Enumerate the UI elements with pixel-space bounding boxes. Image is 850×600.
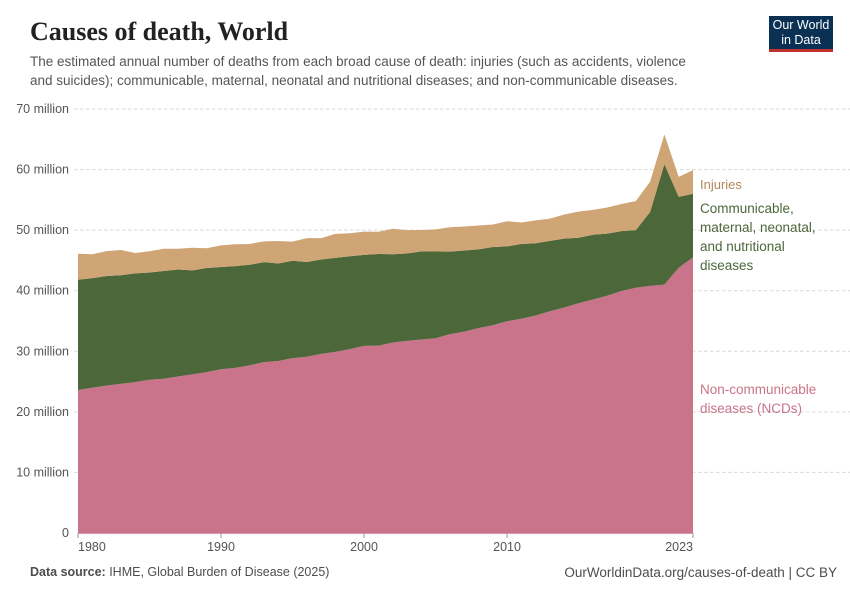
svg-text:70 million: 70 million	[16, 102, 69, 116]
svg-text:40 million: 40 million	[16, 284, 69, 298]
svg-text:60 million: 60 million	[16, 163, 69, 177]
svg-text:2000: 2000	[350, 540, 378, 554]
svg-text:maternal, neonatal,: maternal, neonatal,	[700, 220, 816, 235]
svg-text:2010: 2010	[493, 540, 521, 554]
svg-text:Communicable,: Communicable,	[700, 201, 794, 216]
svg-text:Non-communicable: Non-communicable	[700, 382, 816, 397]
svg-text:and nutritional: and nutritional	[700, 239, 785, 254]
svg-text:Injuries: Injuries	[700, 177, 742, 192]
svg-text:50 million: 50 million	[16, 223, 69, 237]
svg-text:20 million: 20 million	[16, 405, 69, 419]
svg-text:1990: 1990	[207, 540, 235, 554]
svg-text:1980: 1980	[78, 540, 106, 554]
svg-text:30 million: 30 million	[16, 344, 69, 358]
svg-text:2023: 2023	[665, 540, 693, 554]
svg-text:10 million: 10 million	[16, 465, 69, 479]
svg-text:0: 0	[62, 526, 69, 540]
svg-text:diseases: diseases	[700, 258, 754, 273]
svg-text:diseases (NCDs): diseases (NCDs)	[700, 401, 802, 416]
